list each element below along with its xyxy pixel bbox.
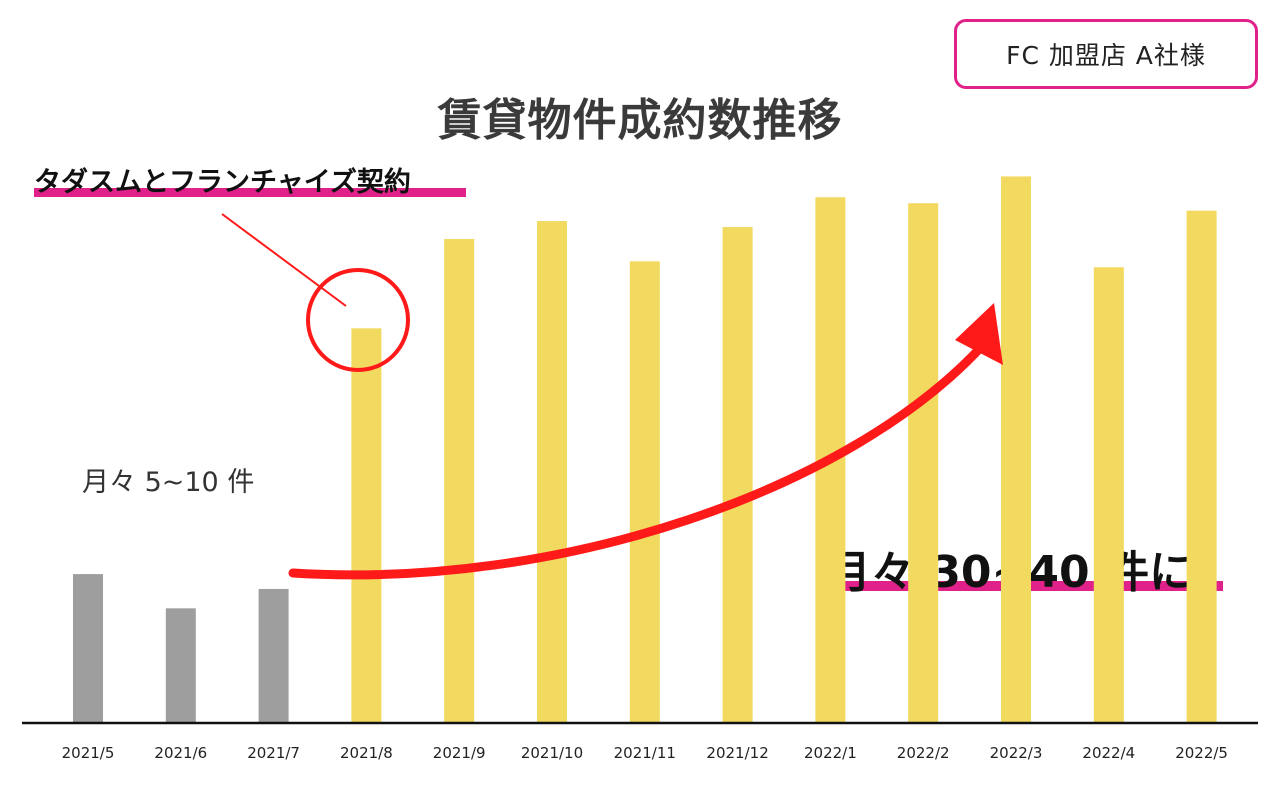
x-tick-label: 2022/4 bbox=[1082, 744, 1135, 762]
callout-underline bbox=[34, 188, 466, 197]
franchise-callout: タダスムとフランチャイズ契約 bbox=[34, 160, 466, 199]
x-tick-label: 2022/2 bbox=[897, 744, 950, 762]
bar-2021-11 bbox=[629, 261, 660, 723]
x-tick-label: 2021/7 bbox=[247, 744, 300, 762]
x-tick-label: 2021/8 bbox=[340, 744, 393, 762]
bar-2021-5 bbox=[73, 574, 103, 723]
bar-2021-8 bbox=[351, 328, 382, 723]
bar-2022-5 bbox=[1186, 210, 1217, 724]
growth-arrow-curve bbox=[288, 340, 988, 580]
growth-arrow-head bbox=[955, 303, 1003, 365]
highlight-circle bbox=[306, 268, 410, 372]
client-label: FC 加盟店 A社様 bbox=[1006, 41, 1206, 70]
x-tick-label: 2022/5 bbox=[1175, 744, 1228, 762]
x-tick-label: 2021/10 bbox=[521, 744, 583, 762]
bar-2022-4 bbox=[1093, 267, 1124, 723]
bar-2021-10 bbox=[537, 221, 567, 723]
x-tick-label: 2022/1 bbox=[804, 744, 857, 762]
callout-text: タダスムとフランチャイズ契約 bbox=[34, 167, 411, 198]
client-label-box: FC 加盟店 A社様 bbox=[954, 19, 1258, 89]
bar-2021-9 bbox=[444, 238, 475, 723]
bar-2022-3 bbox=[1001, 176, 1031, 724]
x-tick-label: 2021/11 bbox=[614, 744, 676, 762]
before-range-label: 月々 5~10 件 bbox=[82, 467, 255, 498]
bar-2021-6 bbox=[165, 608, 196, 723]
x-tick-label: 2021/9 bbox=[433, 744, 486, 762]
chart-title: 賃貸物件成約数推移 bbox=[437, 95, 843, 146]
callout-pointer-line bbox=[221, 213, 347, 307]
bar-2022-2 bbox=[908, 203, 939, 723]
bar-2021-7 bbox=[258, 588, 289, 723]
x-tick-label: 2022/3 bbox=[990, 744, 1043, 762]
x-tick-label: 2021/12 bbox=[706, 744, 768, 762]
x-tick-label: 2021/5 bbox=[62, 744, 115, 762]
bar-2021-12 bbox=[722, 227, 753, 724]
x-tick-label: 2021/6 bbox=[154, 744, 207, 762]
